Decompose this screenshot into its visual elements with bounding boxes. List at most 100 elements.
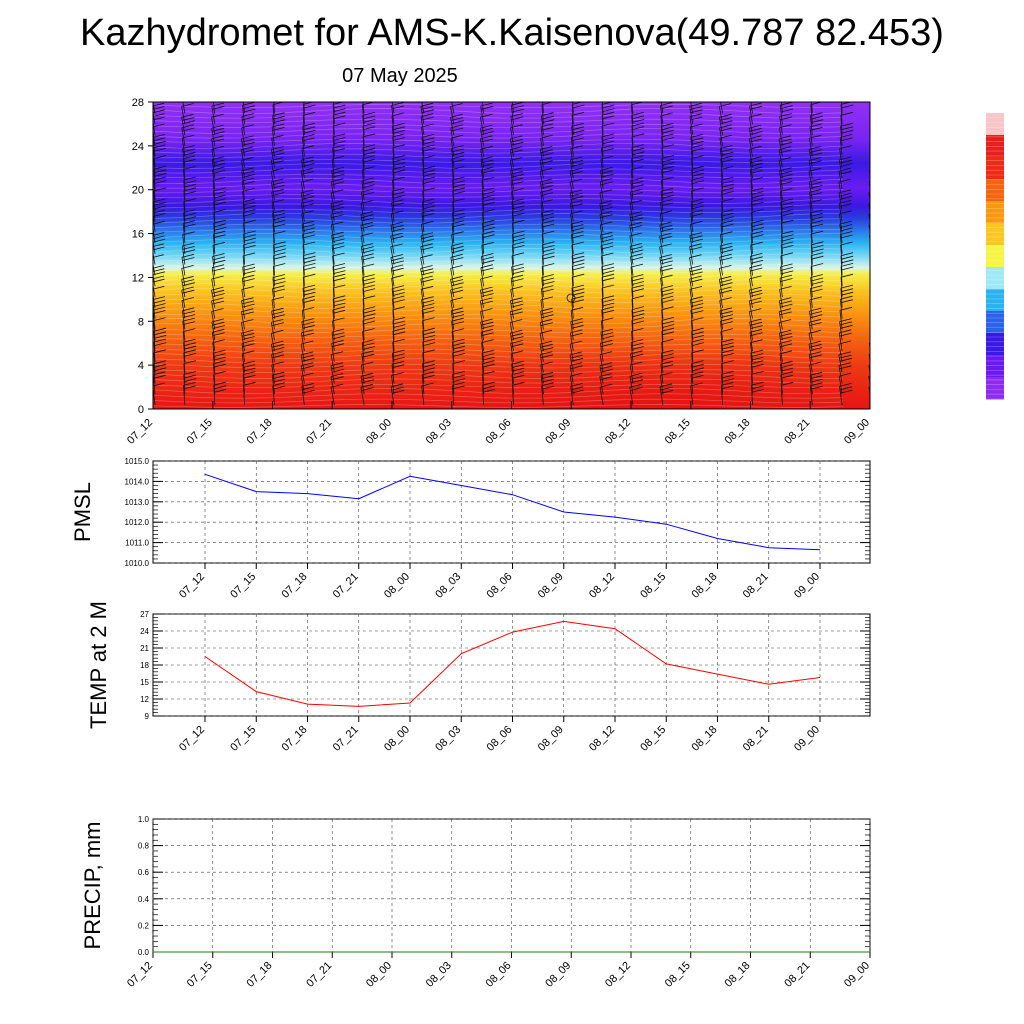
barb-staff [660,375,664,395]
wind-barb [452,198,465,222]
barb-staff [569,376,574,395]
wind-barb [242,371,256,395]
barb-flag [183,360,196,364]
wind-barb [332,102,346,125]
barb-staff [689,126,694,146]
wind-barb [719,297,732,319]
barb-staff [362,136,365,157]
barb-flag [749,156,762,161]
barb-staff [871,288,872,308]
barb-flag [690,306,703,311]
barb-flag [630,253,643,258]
wind-barb [332,317,345,341]
barb-staff [390,246,395,265]
barb-flag [153,371,166,376]
barb-flag [363,119,376,123]
barb-staff [360,246,365,265]
barb-flag [632,320,645,325]
barb-flag [154,172,167,177]
wind-barb [212,253,226,276]
barb-staff [273,102,275,114]
barb-flag [781,245,794,249]
barb-flag [332,144,345,149]
barb-staff [480,311,484,330]
wind-barb [481,339,494,362]
wind-barb [213,381,227,406]
barb-staff [241,170,245,190]
barb-flag [572,255,585,260]
barb-staff [181,310,186,330]
barb-flag [332,335,345,340]
barb-flag [213,349,226,354]
barb-flag [869,368,870,370]
barb-flag [809,361,822,366]
y-tick-label: 27 [140,610,149,619]
wind-barb [540,361,553,384]
series-line [204,473,821,551]
barb-flag [452,187,465,192]
barb-flag [660,267,673,272]
barb-flag [781,374,794,379]
wind-barb [512,219,525,244]
wind-barb [422,317,435,341]
barb-flag [451,307,464,312]
barb-flag [273,378,286,383]
barb-flag [272,285,285,290]
barb-flag [422,371,435,376]
barb-flag [511,181,524,185]
wind-barb [871,307,883,330]
barb-staff [181,138,186,157]
barb-staff [509,160,514,179]
barb-flag [601,317,614,322]
barb-flag [182,310,195,315]
wind-barb [869,256,870,258]
barb-flag [542,277,555,282]
barb-flag [422,349,435,354]
barb-flag [662,324,675,328]
barb-staff [211,149,216,168]
barb-flag [841,102,853,105]
barb-flag [213,198,226,202]
barb-flag [183,328,196,332]
barb-flag [243,241,256,246]
barb-staff [241,353,245,373]
barb-flag [243,205,256,210]
wind-barb [421,123,434,146]
barb-flag [512,237,525,242]
barb-flag [750,166,763,171]
barb-flag [422,317,435,321]
wind-barb [571,241,584,265]
barb-staff [540,202,544,222]
barb-flag [481,325,494,329]
barb-staff [599,365,604,384]
barb-flag [810,288,823,293]
barb-flag [452,328,465,332]
wind-barb [839,210,852,233]
barb-flag [542,216,555,221]
barb-staff [301,213,305,233]
barb-flag [691,187,704,192]
barb-flag [183,198,196,202]
barb-flag [810,216,824,221]
wind-barb [840,111,853,136]
wind-barb [599,221,613,244]
wind-barb [571,295,584,319]
barb-staff [661,342,664,362]
barb-staff [751,374,753,395]
barb-flag [780,102,793,106]
wind-barb [720,102,723,114]
barb-flag [422,148,435,152]
barb-flag [721,180,734,184]
barb-staff [153,119,156,136]
barb-flag [153,137,166,142]
barb-staff [330,354,335,373]
barb-flag [273,223,286,228]
x-tick-label: 08_12 [587,571,617,601]
wind-barb [601,263,615,287]
barb-flag [153,338,167,343]
barb-flag [632,126,645,130]
barb-flag [212,156,225,160]
barb-flag [751,363,764,368]
y-tick-label: 12 [140,695,149,704]
wind-barb [271,188,285,211]
